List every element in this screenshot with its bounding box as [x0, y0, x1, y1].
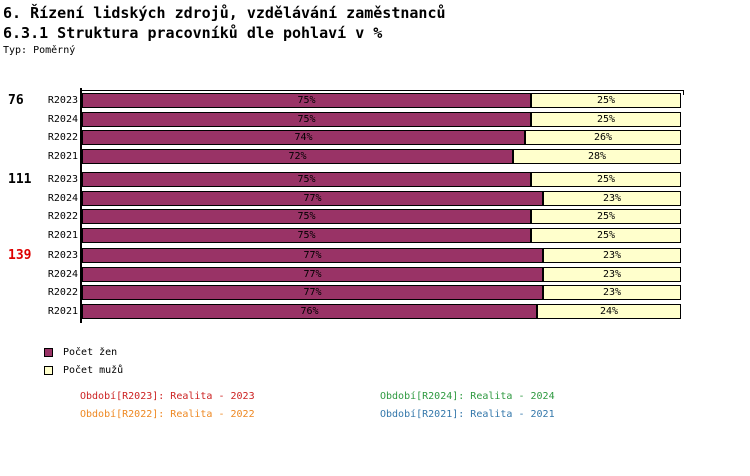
bar-row-label: R2022 — [47, 132, 78, 143]
bar-segment-women: 72% — [82, 149, 513, 164]
bar-row-label: R2021 — [47, 306, 78, 317]
bar-segment-men: 23% — [543, 267, 681, 282]
chart-type-label: Typ: Poměrný — [3, 45, 76, 56]
bar-row-label: R2021 — [47, 151, 78, 162]
bar-segment-men: 26% — [525, 130, 681, 145]
chart-subtitle: 6.3.1 Struktura pracovníků dle pohlaví v… — [3, 24, 383, 42]
bar-segment-women: 75% — [82, 112, 531, 127]
bar-segment-men: 28% — [513, 149, 681, 164]
bar-segment-men: 25% — [531, 112, 681, 127]
bar-segment-men: 23% — [543, 285, 681, 300]
bar-row-label: R2024 — [47, 269, 78, 280]
bar-segment-men: 25% — [531, 209, 681, 224]
bar-segment-men: 24% — [537, 304, 681, 319]
bar-segment-men: 25% — [531, 228, 681, 243]
legend-label: Počet žen — [63, 347, 118, 358]
legend-swatch-icon — [44, 348, 53, 357]
bar-segment-women: 74% — [82, 130, 525, 145]
bar-segment-men: 25% — [531, 172, 681, 187]
bar-segment-men: 25% — [531, 93, 681, 108]
period-definition: Období[R2021]: Realita - 2021 — [380, 409, 555, 420]
bar-segment-women: 75% — [82, 209, 531, 224]
bar-segment-women: 75% — [82, 228, 531, 243]
page-title: 6. Řízení lidských zdrojů, vzdělávání za… — [3, 4, 446, 22]
bar-segment-men: 23% — [543, 248, 681, 263]
period-definition: Období[R2024]: Realita - 2024 — [380, 391, 555, 402]
bar-row-label: R2022 — [47, 287, 78, 298]
bar-segment-women: 76% — [82, 304, 537, 319]
bar-row-label: R2023 — [47, 95, 78, 106]
period-definition: Období[R2022]: Realita - 2022 — [80, 409, 255, 420]
bar-row-label: R2024 — [47, 114, 78, 125]
bar-segment-men: 23% — [543, 191, 681, 206]
bar-row-label: R2021 — [47, 230, 78, 241]
plot-top-axis-end-tick — [683, 90, 684, 95]
bar-segment-women: 75% — [82, 93, 531, 108]
group-axis-line — [80, 88, 82, 168]
bar-row-label: R2023 — [47, 174, 78, 185]
bar-row-label: R2023 — [47, 250, 78, 261]
legend-swatch-icon — [44, 366, 53, 375]
bar-row-label: R2024 — [47, 193, 78, 204]
plot-top-axis-line — [80, 90, 684, 91]
bar-row-label: R2022 — [47, 211, 78, 222]
group-axis-line — [80, 243, 82, 323]
bar-segment-women: 77% — [82, 285, 543, 300]
legend-label: Počet mužů — [63, 365, 124, 376]
bar-segment-women: 77% — [82, 267, 543, 282]
period-definition: Období[R2023]: Realita - 2023 — [80, 391, 255, 402]
bar-segment-women: 77% — [82, 248, 543, 263]
group-total-label: 139 — [8, 248, 32, 263]
group-axis-line — [80, 167, 82, 247]
group-total-label: 111 — [8, 172, 32, 187]
bar-segment-women: 75% — [82, 172, 531, 187]
bar-segment-women: 77% — [82, 191, 543, 206]
group-total-label: 76 — [8, 93, 24, 108]
